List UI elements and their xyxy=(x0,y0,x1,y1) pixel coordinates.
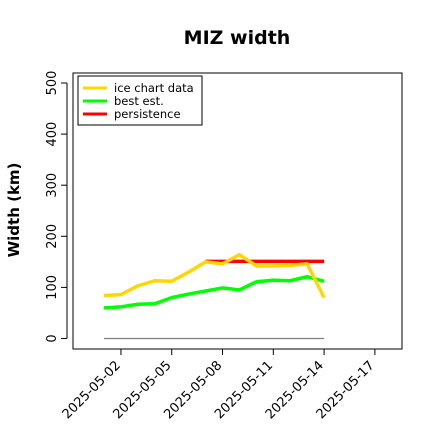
legend-label-best-est: best est. xyxy=(114,94,164,108)
y-tick-label-200: 200 xyxy=(45,224,60,249)
series-layer xyxy=(103,252,326,340)
legend-label-ice-chart-data: ice chart data xyxy=(114,81,194,95)
y-axis-label: Width (km) xyxy=(5,163,23,258)
y-tick-label-100: 100 xyxy=(45,275,60,300)
series-line-best-est xyxy=(103,274,325,310)
legend: ice chart data best est. persistence xyxy=(77,75,203,126)
series-line-ice-chart-data xyxy=(103,252,326,299)
x-axis: 2025-05-022025-05-052025-05-082025-05-11… xyxy=(60,348,378,422)
y-tick-label-300: 300 xyxy=(45,173,60,198)
y-tick-label-500: 500 xyxy=(45,71,60,96)
y-tick-label-0: 0 xyxy=(45,334,60,342)
legend-label-persistence: persistence xyxy=(114,107,181,121)
chart-title: MIZ width xyxy=(184,27,291,49)
y-axis: 0 100 200 300 400 500 xyxy=(45,71,68,343)
y-tick-label-400: 400 xyxy=(45,122,60,147)
